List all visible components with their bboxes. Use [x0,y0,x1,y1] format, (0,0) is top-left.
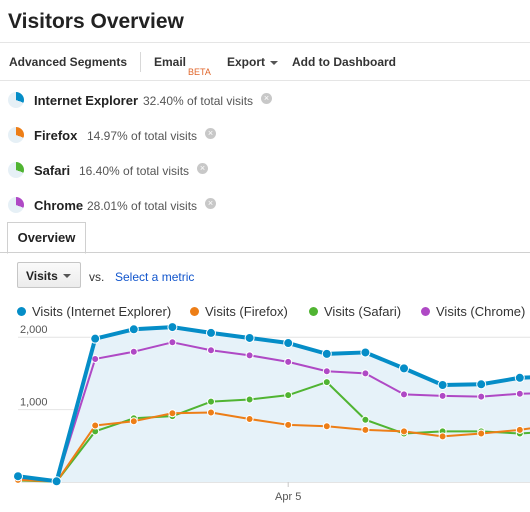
chevron-down-icon [63,274,71,278]
tab-overview[interactable]: Overview [7,222,86,254]
y-tick-label: 2,000 [20,324,48,336]
legend-label: Visits (Safari) [324,304,402,319]
data-point [206,327,216,338]
legend-dot-icon [421,307,430,316]
data-point [321,348,332,359]
tab-divider [0,252,530,253]
legend-label: Visits (Firefox) [205,304,288,319]
x-tick-label: Apr 5 [275,491,301,503]
segment-name: Safari [34,163,71,178]
metric-select-label: Visits [26,269,58,283]
data-point [207,346,215,355]
data-point [207,408,215,417]
data-point [476,379,487,390]
export-label: Export [227,55,266,69]
data-point [361,425,370,434]
toolbar: Advanced Segments Email BETA Export Add t… [0,42,530,81]
data-point [245,395,254,404]
data-point [284,391,293,400]
remove-segment-icon[interactable]: × [205,198,216,209]
legend-item[interactable]: Visits (Chrome) [421,304,525,319]
data-point [360,347,371,358]
chevron-down-icon [270,60,279,65]
pie-segment-icon [8,162,24,178]
add-to-dashboard-button[interactable]: Add to Dashboard [292,55,396,69]
data-point [167,322,178,333]
y-tick-label: 1,000 [20,397,48,409]
data-point [477,392,486,401]
data-point [91,354,100,363]
data-point [283,338,294,349]
data-point [399,363,409,374]
segment-name: Chrome [34,198,84,213]
data-point [515,425,524,434]
data-point [129,417,138,426]
toolbar-divider [140,52,141,72]
pie-segment-icon [8,197,24,213]
data-point [322,422,331,431]
remove-segment-icon[interactable]: × [205,128,216,139]
data-point [207,397,215,406]
data-point [361,415,370,424]
page-title: Visitors Overview [8,10,184,33]
pie-segment-icon [8,92,24,108]
data-point [168,338,177,347]
data-point [515,389,524,398]
series-area [18,327,530,482]
series-line [17,325,530,484]
data-point [245,415,254,424]
data-point [438,391,447,400]
segment-percent: 28.01% of total visits [87,199,198,213]
data-point [13,471,23,482]
series-line [17,411,530,483]
select-metric-link[interactable]: Select a metric [115,270,195,284]
legend-item[interactable]: Visits (Internet Explorer) [17,304,171,319]
advanced-segments-button[interactable]: Advanced Segments [9,55,128,69]
data-point [322,378,331,387]
data-point [400,427,408,436]
segment-name: Internet Explorer [34,93,139,108]
legend-dot-icon [17,307,26,316]
data-point [322,367,331,376]
vs-label: vs. [89,270,105,284]
legend-dot-icon [309,307,318,316]
data-point [51,476,62,487]
metric-select[interactable]: Visits [17,262,81,288]
series-line [17,341,530,483]
data-point [245,351,254,360]
segment-name: Firefox [34,128,78,143]
data-point [90,333,101,344]
data-point [437,380,448,391]
data-point [129,347,138,356]
legend-dot-icon [190,307,199,316]
legend-label: Visits (Chrome) [436,304,526,319]
data-point [91,421,100,430]
email-label: Email [154,55,187,69]
legend-label: Visits (Internet Explorer) [32,304,172,319]
data-point [514,372,525,383]
legend-item[interactable]: Visits (Firefox) [190,304,288,319]
data-point [168,409,177,418]
data-point [244,332,255,343]
data-point [284,357,293,366]
data-point [128,324,139,335]
legend-item[interactable]: Visits (Safari) [309,304,401,319]
remove-segment-icon[interactable]: × [197,163,208,174]
beta-badge: BETA [188,67,211,77]
data-point [284,420,293,429]
segment-percent: 14.97% of total visits [87,129,198,143]
data-point [438,432,447,441]
data-point [361,369,370,378]
data-point [400,390,408,399]
segment-percent: 32.40% of total visits [143,94,254,108]
remove-segment-icon[interactable]: × [261,93,272,104]
segment-percent: 16.40% of total visits [79,164,190,178]
pie-segment-icon [8,127,24,143]
email-button[interactable]: Email BETA [154,55,211,77]
export-button[interactable]: Export [227,55,279,69]
data-point [477,429,486,438]
